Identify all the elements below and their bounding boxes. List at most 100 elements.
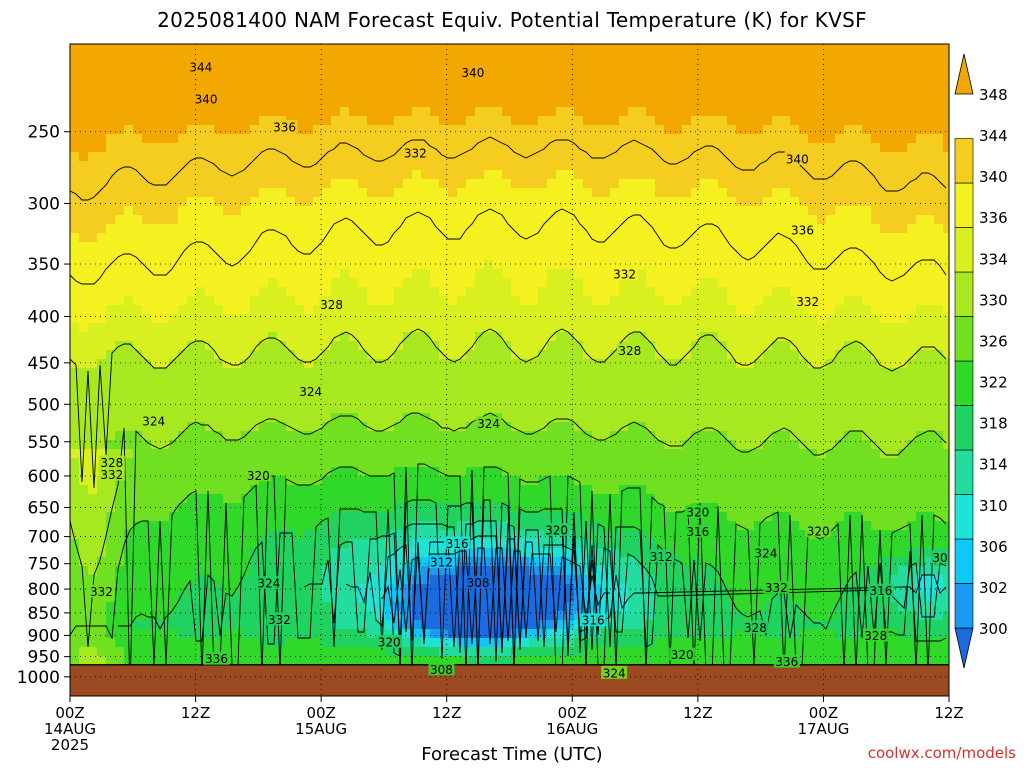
contour-label: 336: [273, 120, 296, 134]
contour-label-bg: [752, 546, 779, 560]
contour-label-bg: [805, 523, 832, 537]
contour-label: 324: [142, 415, 165, 429]
y-tick-label: 650: [28, 498, 60, 518]
y-tick-label: 400: [28, 308, 60, 328]
colorbar-segment: [954, 583, 974, 629]
contour-label: 320: [545, 523, 568, 537]
contour-label-bg: [475, 416, 502, 430]
colorbar-label: 340: [979, 168, 1008, 186]
contour-label: 332: [100, 468, 123, 482]
y-tick-label: 550: [28, 433, 60, 453]
contour-label: 336: [205, 652, 228, 666]
contour-label-bg: [297, 384, 324, 398]
x-tick-label: 12Z: [181, 704, 210, 722]
contour-label-bg: [465, 575, 492, 589]
contour-label: 332: [404, 147, 427, 161]
y-tick-label: 600: [28, 467, 60, 487]
contour-label: 320: [378, 635, 401, 649]
contour-label: 332: [613, 268, 636, 282]
plot-frame: [69, 43, 950, 697]
colorbar-label: 322: [979, 374, 1008, 392]
x-axis-title: Forecast Time (UTC): [421, 744, 603, 765]
colorbar-segment: [954, 227, 974, 273]
contour-label: 316: [870, 584, 893, 598]
contour-322: [118, 499, 947, 663]
contour-label-bg: [930, 550, 949, 564]
contour-label-bg: [187, 59, 214, 73]
x-tick-label: 12Z: [934, 704, 963, 722]
contour-label-bg: [684, 524, 711, 538]
contour-label: 332: [796, 295, 819, 309]
contour-label: 340: [786, 153, 809, 167]
ground-fill: [70, 664, 949, 696]
contour-label-bg: [376, 634, 403, 648]
contour-label-bg: [203, 651, 230, 665]
contour-label: 312: [430, 556, 453, 570]
colorbar-segment: [954, 138, 974, 184]
contour-label-bg: [684, 505, 711, 519]
colorbar-label: 318: [979, 415, 1008, 433]
contour-label-bg: [773, 654, 800, 668]
contour-label: 328: [100, 456, 123, 470]
contour-label-bg: [459, 65, 486, 79]
contour-label: 316: [686, 525, 709, 539]
colorbar-label: 302: [979, 579, 1008, 597]
contour-label-bg: [543, 522, 570, 536]
contour-label: 324: [257, 577, 280, 591]
colorbar-segment: [954, 538, 974, 584]
colorbar-label: 336: [979, 209, 1008, 227]
contour-label: 312: [650, 550, 673, 564]
x-tick-label: 00Z: [55, 704, 84, 722]
contour-label: 328: [864, 629, 887, 643]
colorbar-segment: [954, 360, 974, 406]
contour-label: 306: [932, 551, 955, 565]
y-tick-label: 700: [28, 528, 60, 548]
contour-label: 324: [299, 385, 322, 399]
contour-label: 332: [268, 613, 291, 627]
contour-label: 324: [477, 417, 500, 431]
x-tick-label: 00Z: [306, 704, 335, 722]
contour-label: 328: [320, 298, 343, 312]
x-tick-label: 14AUG: [44, 720, 96, 738]
contour-label-bg: [669, 647, 696, 661]
contour-label: 324: [603, 666, 626, 680]
colorbar-label: 314: [979, 456, 1008, 474]
contour-label-bg: [444, 536, 471, 550]
contour-label-bg: [193, 91, 220, 105]
contour-label: 336: [791, 224, 814, 238]
contour-label-bg: [794, 294, 821, 308]
colorbar-label: 310: [979, 497, 1008, 515]
y-tick-label: 900: [28, 626, 60, 646]
contour-label: 344: [189, 60, 212, 74]
contour-label: 336: [775, 655, 798, 669]
contour-label-bg: [580, 613, 607, 627]
y-tick-label: 250: [28, 123, 60, 143]
theta-e-field: [70, 44, 949, 696]
contour-label-bg: [784, 152, 811, 166]
contour-label: 340: [461, 66, 484, 80]
contour-label-bg: [88, 584, 115, 598]
x-tick-label: 00Z: [558, 704, 587, 722]
colorbar: 300 302 306 310 314 318 322 326 330 334 336 340 344 3…: [954, 53, 1008, 669]
contour-label: 324: [754, 547, 777, 561]
y-tick-label: 300: [28, 194, 60, 214]
contour-label-bg: [266, 612, 293, 626]
colorbar-label: 344: [979, 127, 1008, 145]
y-tick-label: 450: [28, 354, 60, 374]
contour-label-bg: [601, 665, 628, 679]
contour-label-bg: [648, 549, 675, 563]
y-axis: 2503003504004505005506006507007508008509…: [17, 123, 70, 688]
x-tick-label: 16AUG: [546, 720, 598, 738]
chart-title: 2025081400 NAM Forecast Equiv. Potential…: [157, 8, 867, 32]
colorbar-label: 306: [979, 538, 1008, 556]
contour-label: 308: [467, 576, 490, 590]
y-tick-label: 500: [28, 395, 60, 415]
colorbar-upper-arrow: [954, 53, 974, 95]
x-tick-label: 17AUG: [797, 720, 849, 738]
contour-label-bg: [402, 146, 429, 160]
ground-surface: [70, 664, 949, 696]
colorbar-label: 348: [979, 86, 1008, 104]
contour-label-bg: [271, 119, 298, 133]
